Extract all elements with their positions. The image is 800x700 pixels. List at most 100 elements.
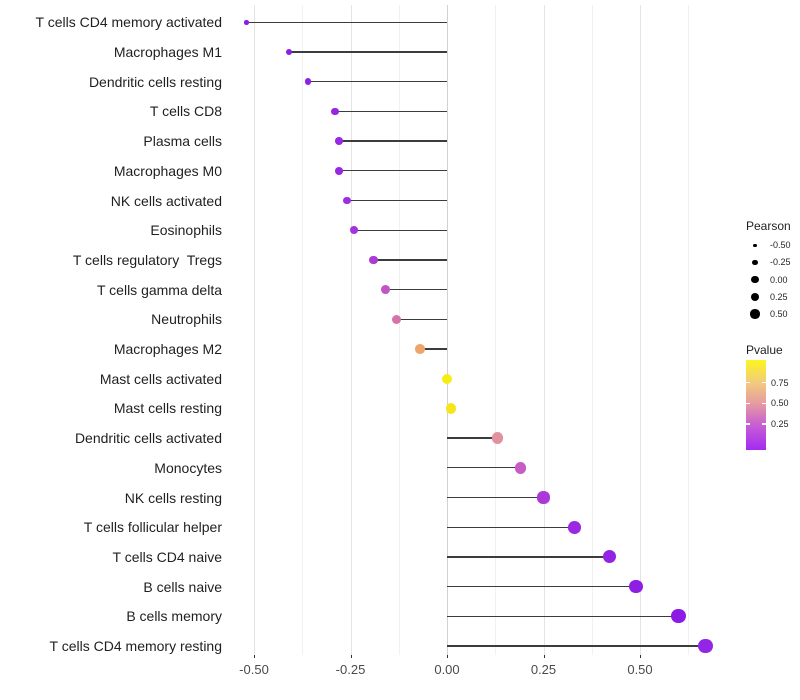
lollipop-dot — [335, 137, 343, 145]
x-tick-label: -0.50 — [239, 662, 269, 677]
gridline-major — [640, 5, 641, 655]
zero-gridline — [447, 5, 448, 655]
pvalue-gradient-tick — [762, 381, 766, 384]
x-tick-label: -0.25 — [335, 662, 366, 677]
size-legend-label: 0.25 — [770, 291, 788, 302]
category-label: Macrophages M0 — [113, 162, 222, 179]
size-legend-title: Pearson — [746, 219, 791, 233]
category-label: Dendritic cells activated — [74, 430, 222, 447]
size-legend-label: 0.50 — [770, 309, 788, 319]
lollipop-stem — [447, 496, 544, 499]
category-label: Dendritic cells resting — [88, 73, 222, 90]
pvalue-gradient-bar — [746, 360, 766, 450]
lollipop-dot — [304, 78, 312, 86]
lollipop-stem — [447, 645, 706, 647]
lollipop-dot — [602, 550, 616, 564]
x-tick-label: 0.25 — [530, 662, 557, 677]
category-label: T cells CD4 memory resting — [49, 638, 222, 654]
lollipop-stem — [419, 348, 447, 350]
pvalue-gradient-tick — [762, 423, 766, 425]
lollipop-dot — [537, 491, 550, 504]
lollipop-stem — [308, 81, 447, 83]
lollipop-stem — [447, 615, 679, 617]
category-label: T cells CD4 naive — [112, 548, 222, 565]
pvalue-gradient-tick — [746, 402, 750, 405]
lollipop-stem — [373, 259, 447, 261]
x-tick-mark — [447, 655, 448, 658]
lollipop-dot — [285, 48, 292, 56]
category-label: Eosinophils — [150, 222, 222, 239]
lollipop-stem — [335, 110, 447, 113]
category-label: T cells follicular helper — [83, 519, 222, 536]
category-label: NK cells resting — [124, 489, 222, 506]
lollipop-stem — [346, 199, 447, 202]
lollipop-dot — [629, 579, 643, 594]
size-legend-label: 0.00 — [770, 274, 788, 285]
pvalue-gradient-tick — [746, 381, 750, 384]
lollipop-dot — [380, 285, 390, 295]
category-label: Macrophages M2 — [113, 341, 222, 357]
category-label: Monocytes — [154, 459, 222, 476]
lollipop-dot — [331, 107, 339, 116]
category-label: Plasma cells — [143, 133, 222, 150]
lollipop-stem — [396, 318, 447, 320]
lollipop-dot — [243, 20, 249, 25]
lollipop-dot — [568, 520, 581, 534]
size-legend-label: -0.25 — [770, 257, 791, 268]
category-label: Mast cells activated — [99, 370, 222, 387]
x-tick-mark — [350, 655, 352, 658]
lollipop-dot — [671, 609, 686, 624]
lollipop-dot — [369, 255, 378, 265]
lollipop-stem — [447, 437, 498, 439]
lollipop-dot — [392, 314, 402, 324]
lollipop-stem — [385, 288, 447, 291]
lollipop-stem — [288, 51, 447, 53]
lollipop-dot — [342, 196, 351, 205]
category-label: T cells CD8 — [149, 103, 222, 120]
category-label: Macrophages M1 — [113, 44, 222, 60]
lollipop-dot — [445, 403, 457, 414]
category-label: Mast cells resting — [113, 400, 222, 417]
size-legend-dot — [753, 243, 757, 247]
pvalue-gradient-tick — [762, 402, 766, 405]
size-legend-dot — [750, 309, 760, 319]
lollipop-stem — [338, 140, 447, 142]
category-label: NK cells activated — [110, 192, 222, 209]
gridline-minor — [302, 5, 304, 655]
gridline-minor — [688, 5, 690, 655]
x-tick-mark — [543, 655, 545, 658]
pvalue-gradient-label: 0.25 — [771, 418, 789, 429]
lollipop-dot — [698, 638, 713, 654]
x-tick-label: 0.00 — [434, 662, 460, 677]
category-label: Neutrophils — [151, 311, 222, 328]
category-label: B cells naive — [143, 578, 222, 595]
gridline-major — [350, 5, 352, 655]
lollipop-dot — [350, 226, 359, 235]
gridline-minor — [591, 5, 593, 655]
lollipop-stem — [447, 526, 575, 528]
gridline-major — [254, 5, 255, 655]
lollipop-stem — [447, 585, 637, 588]
lollipop-stem — [447, 467, 521, 469]
category-label: T cells CD4 memory activated — [35, 14, 222, 31]
pvalue-gradient-label: 0.75 — [771, 377, 789, 388]
pvalue-gradient-tick — [746, 423, 750, 425]
x-tick-label: 0.50 — [627, 662, 653, 677]
gridline-minor — [495, 5, 497, 655]
lollipop-dot — [335, 166, 343, 175]
category-label: T cells gamma delta — [96, 281, 222, 298]
size-legend-label: -0.50 — [770, 240, 791, 251]
size-legend-dot — [751, 275, 759, 284]
gridline-major — [543, 5, 545, 655]
gridline-minor — [398, 5, 400, 655]
x-tick-mark — [640, 655, 641, 658]
category-label: B cells memory — [126, 608, 222, 625]
lollipop-stem — [338, 170, 447, 172]
lollipop-dot — [514, 461, 527, 474]
color-legend-title: Pvalue — [746, 343, 783, 357]
lollipop-dot — [441, 373, 453, 384]
lollipop-dot — [415, 344, 425, 354]
lollipop-stem — [447, 556, 610, 558]
lollipop-stem — [246, 21, 447, 23]
